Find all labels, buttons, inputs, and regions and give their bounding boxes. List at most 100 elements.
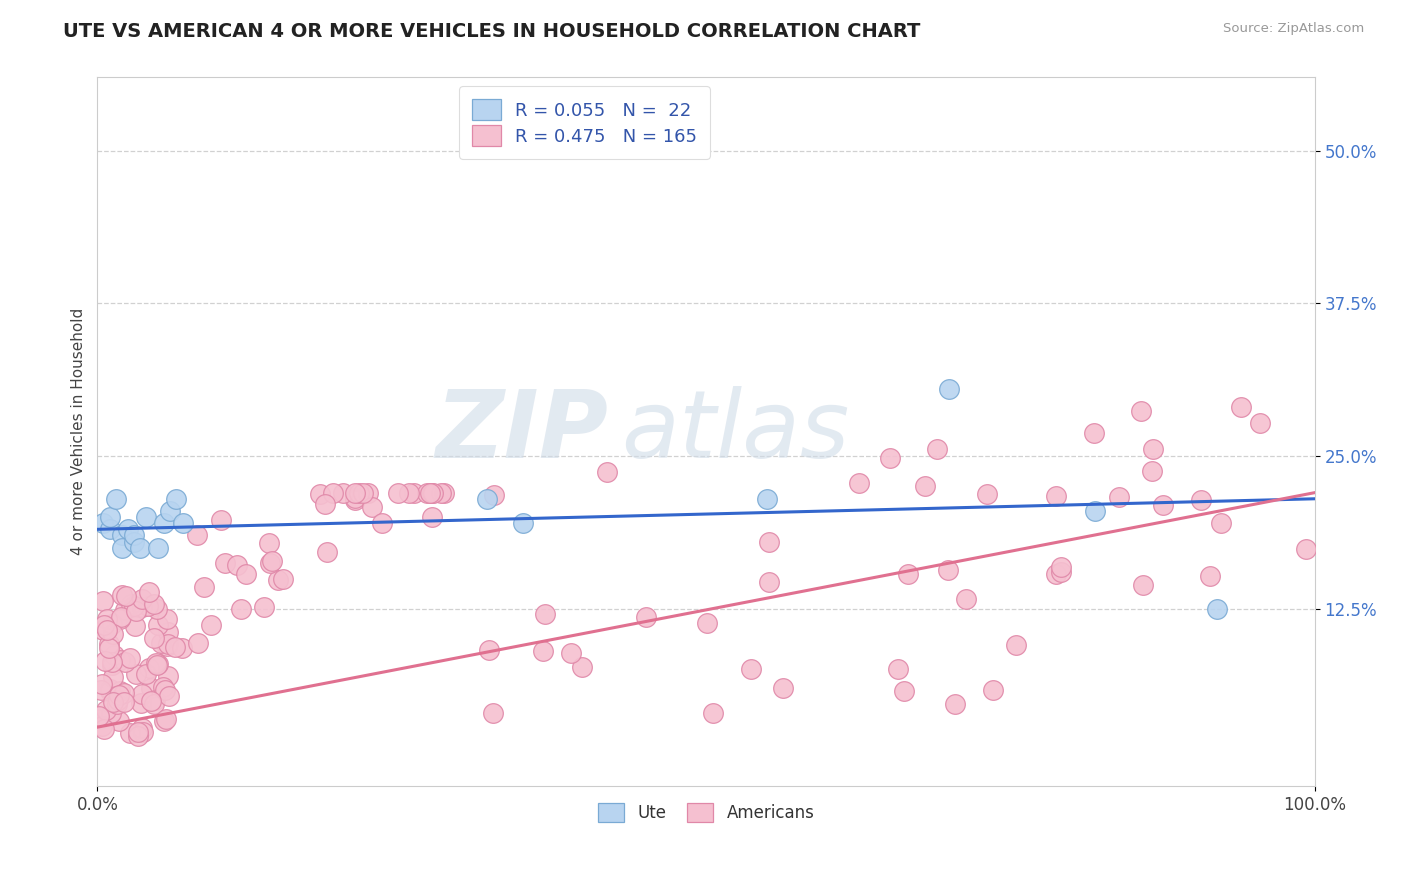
Point xyxy=(101,627,124,641)
Point xyxy=(186,528,208,542)
Point xyxy=(101,670,124,684)
Point xyxy=(936,563,959,577)
Point xyxy=(96,624,118,638)
Point xyxy=(108,714,131,728)
Point xyxy=(740,662,762,676)
Point xyxy=(101,655,124,669)
Point xyxy=(1152,498,1174,512)
Point xyxy=(124,619,146,633)
Point xyxy=(357,485,380,500)
Point xyxy=(115,589,138,603)
Point xyxy=(100,657,122,672)
Point xyxy=(596,465,619,479)
Point xyxy=(93,723,115,737)
Point xyxy=(273,572,295,586)
Point xyxy=(482,706,505,720)
Point xyxy=(309,487,332,501)
Point xyxy=(371,516,394,530)
Point xyxy=(352,485,374,500)
Point xyxy=(129,541,152,555)
Point xyxy=(90,719,112,733)
Point xyxy=(117,522,139,536)
Point xyxy=(131,599,153,614)
Point xyxy=(153,516,176,531)
Point xyxy=(107,693,129,707)
Point xyxy=(112,695,135,709)
Point xyxy=(560,646,582,660)
Point xyxy=(955,592,977,607)
Point xyxy=(422,485,444,500)
Point xyxy=(89,713,111,727)
Point xyxy=(100,616,122,631)
Point xyxy=(229,601,252,615)
Point xyxy=(879,450,901,465)
Point xyxy=(108,684,131,698)
Point xyxy=(1142,442,1164,456)
Point xyxy=(433,485,456,500)
Point xyxy=(981,683,1004,698)
Point xyxy=(138,585,160,599)
Point xyxy=(702,706,724,720)
Point xyxy=(131,725,153,739)
Point xyxy=(344,485,367,500)
Point xyxy=(235,566,257,581)
Point xyxy=(98,510,121,524)
Point xyxy=(314,497,336,511)
Point xyxy=(755,491,778,506)
Point xyxy=(138,661,160,675)
Point xyxy=(101,695,124,709)
Point xyxy=(419,485,441,500)
Point xyxy=(166,491,188,506)
Point xyxy=(112,686,135,700)
Point xyxy=(1206,601,1229,615)
Point xyxy=(422,485,444,500)
Point xyxy=(156,611,179,625)
Point xyxy=(90,676,112,690)
Point xyxy=(111,528,134,542)
Point xyxy=(125,667,148,681)
Point xyxy=(98,684,121,698)
Point xyxy=(347,485,370,500)
Text: Source: ZipAtlas.com: Source: ZipAtlas.com xyxy=(1223,22,1364,36)
Point xyxy=(155,712,177,726)
Legend: Ute, Americans: Ute, Americans xyxy=(586,791,827,834)
Point xyxy=(484,488,506,502)
Point xyxy=(1189,493,1212,508)
Point xyxy=(122,528,145,542)
Point xyxy=(104,491,127,506)
Point xyxy=(125,604,148,618)
Point xyxy=(512,516,534,531)
Point xyxy=(1050,565,1073,579)
Point xyxy=(1132,578,1154,592)
Point xyxy=(159,504,181,518)
Point xyxy=(415,485,437,500)
Point xyxy=(122,534,145,549)
Point xyxy=(90,683,112,698)
Point xyxy=(146,657,169,671)
Point xyxy=(214,556,236,570)
Point xyxy=(1049,559,1071,574)
Point xyxy=(114,656,136,670)
Text: atlas: atlas xyxy=(621,386,849,477)
Point xyxy=(316,544,339,558)
Point xyxy=(110,653,132,667)
Point xyxy=(143,632,166,646)
Point xyxy=(122,599,145,613)
Point xyxy=(262,554,284,568)
Point xyxy=(118,726,141,740)
Point xyxy=(111,587,134,601)
Point xyxy=(153,682,176,697)
Point xyxy=(97,640,120,655)
Point xyxy=(429,485,451,500)
Point xyxy=(146,658,169,673)
Point xyxy=(87,708,110,723)
Point xyxy=(887,662,910,676)
Point xyxy=(157,625,180,640)
Point xyxy=(148,618,170,632)
Point xyxy=(110,610,132,624)
Point xyxy=(114,603,136,617)
Point xyxy=(159,689,181,703)
Point xyxy=(120,597,142,611)
Point xyxy=(636,610,658,624)
Point xyxy=(914,479,936,493)
